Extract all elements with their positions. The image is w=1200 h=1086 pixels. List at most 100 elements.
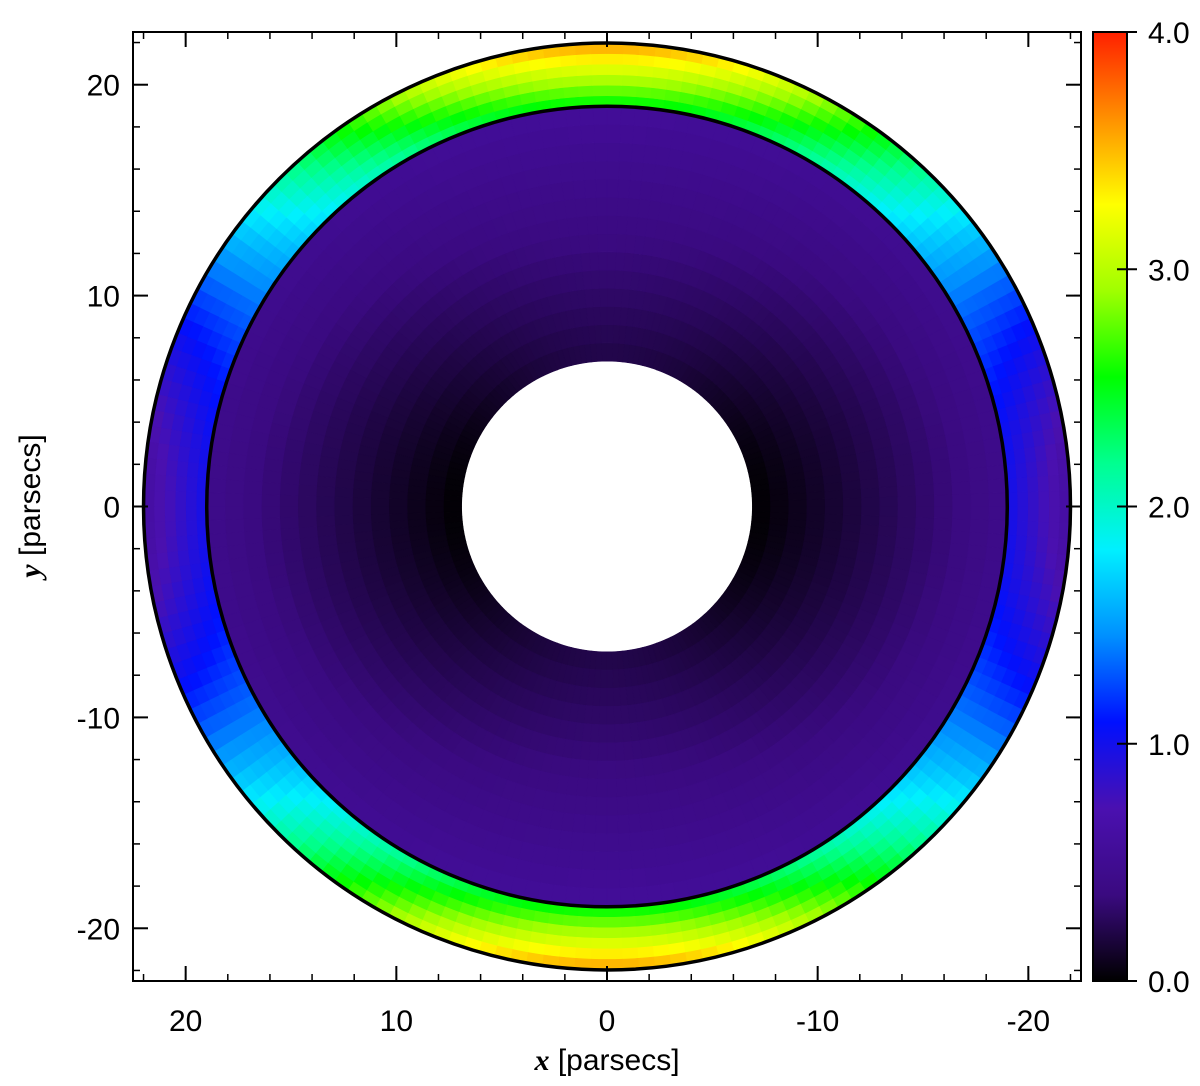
shell-cell (594, 833, 608, 853)
shell-cell (568, 143, 584, 164)
shell-cell (598, 269, 608, 289)
shell-cell (556, 848, 572, 869)
shell-cell (606, 124, 621, 144)
shell-cell (586, 215, 598, 235)
colorbar-tick-label: 2.0 (1148, 492, 1190, 525)
shell-cell (576, 926, 593, 939)
shell-cell (370, 481, 391, 492)
shell-cell (649, 87, 666, 101)
shell-cell (606, 833, 620, 853)
shell-cell (606, 937, 623, 950)
shell-cell (968, 531, 989, 547)
shell-cell (628, 179, 642, 200)
shell-cell (606, 84, 623, 97)
shell-cell (574, 795, 588, 816)
colorbar-tick-label: 4.0 (1148, 17, 1190, 50)
shell-cell (261, 506, 281, 519)
shell-cell (896, 516, 917, 529)
shell-cell (606, 142, 621, 162)
shell-cell (207, 532, 228, 549)
shell-cell (596, 215, 608, 235)
shell-cell (606, 178, 619, 198)
shell-cell (897, 506, 917, 518)
shell-cell (1047, 521, 1060, 539)
shell-cell (315, 506, 335, 517)
shell-cell (897, 495, 917, 507)
shell-cell (575, 64, 593, 77)
shell-cell (558, 830, 574, 851)
shell-cell (578, 759, 590, 779)
shell-cell (615, 760, 627, 780)
shell-cell (606, 233, 617, 253)
shell-cell (806, 506, 826, 515)
shell-cell (174, 506, 187, 522)
shell-cell (185, 476, 198, 493)
shell-cell (591, 74, 608, 86)
shell-cell (1017, 491, 1029, 507)
shell-cell (597, 233, 608, 253)
shell-cell (842, 506, 862, 516)
shell-cell (333, 496, 353, 507)
shell-cell (1036, 459, 1049, 477)
shell-cell (606, 306, 615, 326)
shell-cell (187, 447, 201, 464)
shell-cell (606, 948, 624, 960)
shell-cell (575, 936, 593, 949)
shell-cell (950, 530, 971, 545)
shell-cell (187, 549, 201, 566)
shell-cell (619, 869, 634, 889)
shell-cell (1036, 536, 1049, 554)
shell-cell (987, 519, 1008, 535)
shell-cell (593, 851, 608, 871)
shell-cell (915, 494, 935, 507)
shell-cell (896, 484, 917, 497)
shell-cell (315, 515, 336, 528)
shell-cell (1027, 506, 1040, 522)
shell-cell (224, 492, 244, 507)
shell-cell (590, 723, 600, 744)
shell-cell (164, 475, 177, 492)
shell-cell (281, 460, 302, 475)
shell-cell (859, 523, 880, 536)
shell-cell (154, 537, 168, 555)
shell-cell (315, 496, 335, 507)
shell-cell (177, 550, 191, 567)
shell-cell (334, 477, 355, 490)
shell-cell (243, 530, 264, 545)
shell-cell (595, 651, 603, 671)
shell-cell (575, 947, 592, 960)
shell-cell (617, 178, 631, 199)
shell-cell (1037, 521, 1050, 538)
shell-cell (243, 468, 264, 483)
shell-cell (174, 491, 187, 507)
shell-cell (606, 160, 620, 180)
shell-cell (606, 669, 614, 689)
shell-cell (614, 741, 626, 762)
shell-cell (788, 506, 808, 514)
shell-cell (548, 912, 565, 926)
shell-cell (564, 106, 581, 127)
shell-cell (261, 482, 281, 496)
shell-cell (280, 471, 300, 486)
shell-cell (606, 815, 619, 835)
shell-cell (279, 506, 299, 519)
shell-cell (606, 288, 615, 307)
shell-cell (568, 849, 584, 870)
shell-cell (334, 515, 354, 526)
shell-cell (606, 778, 618, 798)
shell-cell (932, 529, 953, 543)
shell-cell (297, 506, 317, 518)
shell-cell (206, 506, 226, 521)
shell-cell (636, 75, 653, 88)
shell-cell (806, 498, 826, 507)
shell-cell (177, 446, 191, 463)
shell-cell (597, 251, 608, 271)
x-tick-label: -10 (796, 1005, 839, 1038)
shell-cell (861, 496, 881, 507)
shell-cell (562, 85, 579, 99)
shell-cell (606, 251, 617, 271)
shell-cell (261, 470, 282, 484)
shell-cell (636, 64, 654, 78)
shell-cell (224, 506, 244, 521)
shell-cell (751, 511, 771, 519)
